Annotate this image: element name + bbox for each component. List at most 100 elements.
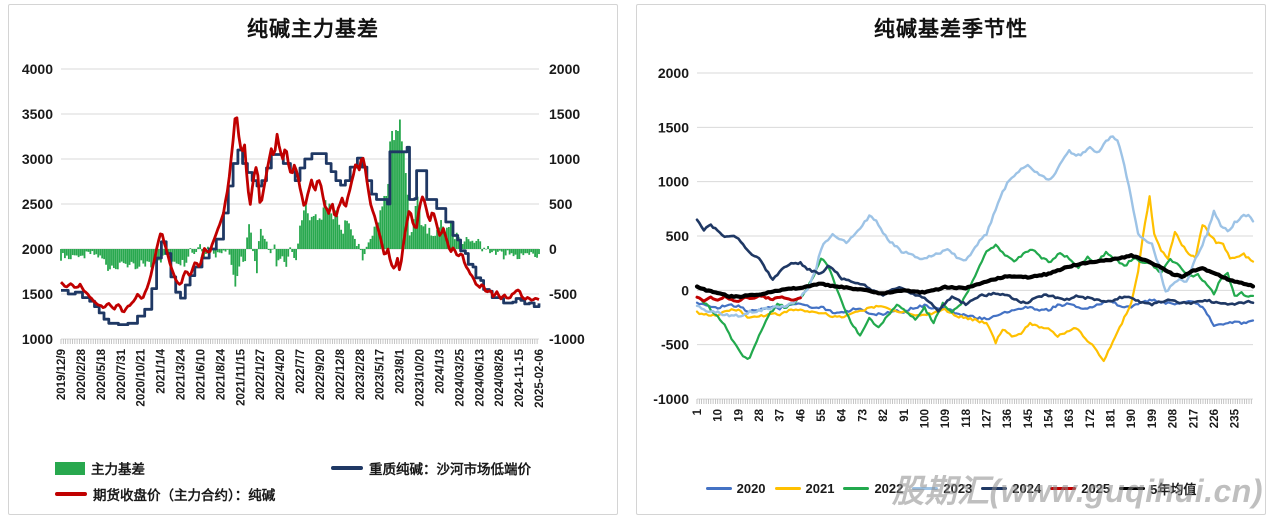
left-chart-panel: 纯碱主力基差 4000 2000 3500 1500 3000 1000 2500 500 20… [8, 4, 618, 515]
svg-text:2020/5/18: 2020/5/18 [96, 348, 108, 400]
svg-text:2023/8/1: 2023/8/1 [395, 348, 407, 393]
svg-text:82: 82 [878, 409, 890, 422]
svg-text:217: 217 [1188, 409, 1200, 428]
svg-text:1000: 1000 [22, 331, 53, 347]
svg-text:226: 226 [1209, 409, 1221, 428]
svg-text:73: 73 [857, 409, 869, 422]
svg-text:2020/2/28: 2020/2/28 [76, 348, 88, 400]
svg-text:2021/8/24: 2021/8/24 [215, 348, 227, 400]
legend-label-y2025: 2025 [1081, 481, 1111, 496]
right-chart-title: 纯碱基差季节性 [874, 18, 1028, 41]
legend-item-main-basis: 主力基差 [55, 458, 331, 478]
legend-swatch-avg5y [1119, 486, 1146, 491]
svg-text:2023/5/17: 2023/5/17 [375, 349, 387, 400]
legend-swatch-y2025 [1050, 486, 1077, 491]
svg-text:2022/4/20: 2022/4/20 [275, 349, 287, 400]
svg-text:55: 55 [816, 408, 828, 421]
svg-text:2019/12/9: 2019/12/9 [56, 349, 68, 400]
legend-item-avg5y: 5年均值 [1119, 479, 1196, 498]
left-chart-legend: 主力基差 重质纯碱：沙河市场低端价期货收盘价（主力合约）：纯碱 [9, 458, 617, 504]
legend-item-heavy-soda-shahe-low-price: 重质纯碱：沙河市场低端价 [331, 458, 617, 478]
svg-text:2022/7/7: 2022/7/7 [295, 349, 307, 394]
svg-text:118: 118 [961, 408, 973, 427]
svg-text:2022/12/8: 2022/12/8 [335, 348, 347, 400]
svg-text:3000: 3000 [22, 151, 53, 167]
legend-item-y2022: 2022 [843, 481, 903, 496]
svg-text:2000: 2000 [22, 241, 53, 257]
svg-text:91: 91 [899, 408, 911, 421]
svg-text:28: 28 [754, 408, 766, 421]
svg-text:10: 10 [713, 409, 725, 422]
svg-text:199: 199 [1147, 409, 1159, 428]
svg-text:109: 109 [940, 409, 952, 428]
svg-text:154: 154 [1044, 408, 1056, 428]
legend-item-y2023: 2023 [912, 481, 972, 496]
svg-text:19: 19 [733, 409, 745, 422]
left-chart-canvas: 4000 2000 3500 1500 3000 1000 2500 500 2000 0 1500… [22, 61, 585, 408]
svg-text:2021/1/4: 2021/1/4 [156, 348, 168, 393]
legend-label-y2021: 2021 [805, 481, 835, 496]
svg-text:2024/08/26: 2024/08/26 [494, 349, 506, 407]
svg-text:2020/7/31: 2020/7/31 [116, 348, 128, 400]
svg-text:1: 1 [692, 408, 704, 415]
legend-label-y2024: 2024 [1012, 481, 1042, 496]
svg-text:190: 190 [1126, 409, 1138, 428]
svg-text:2020/10/21: 2020/10/21 [136, 348, 148, 406]
legend-swatch-y2020 [705, 486, 732, 491]
legend-swatch-main-basis [55, 461, 85, 475]
svg-text:2024-11-15: 2024-11-15 [514, 348, 526, 407]
svg-text:2024/1/3: 2024/1/3 [434, 349, 446, 394]
svg-text:2023/2/28: 2023/2/28 [355, 348, 367, 400]
svg-text:64: 64 [837, 408, 849, 421]
legend-swatch-heavy-soda-shahe-low-price [331, 466, 363, 470]
svg-text:100: 100 [919, 409, 931, 428]
svg-text:235: 235 [1230, 408, 1242, 428]
legend-item-y2024: 2024 [981, 481, 1041, 496]
legend-item-y2021: 2021 [774, 481, 835, 496]
svg-text:0: 0 [549, 241, 557, 257]
legend-label-avg5y: 5年均值 [1150, 482, 1197, 497]
legend-label-heavy-soda-shahe-low-price: 重质纯碱：沙河市场低端价 [369, 462, 531, 477]
svg-text:181: 181 [1106, 408, 1118, 428]
svg-text:1500: 1500 [549, 106, 580, 122]
legend-label-futures-close-main-contract: 期货收盘价（主力合约）：纯碱 [93, 488, 276, 503]
svg-text:3500: 3500 [22, 106, 53, 122]
right-chart-panel: 纯碱基差季节性 2000 1500 1000 500 0 -500 -1000 1 10 19 28… [636, 4, 1266, 515]
legend-item-y2025: 2025 [1050, 481, 1110, 496]
legend-swatch-y2021 [774, 486, 801, 491]
svg-text:2022/1/27: 2022/1/27 [255, 349, 267, 400]
svg-text:2021/11/15: 2021/11/15 [235, 348, 247, 406]
svg-text:1500: 1500 [658, 119, 689, 135]
svg-text:-1000: -1000 [549, 331, 585, 347]
svg-text:2024/03/25: 2024/03/25 [454, 348, 466, 406]
svg-text:1000: 1000 [549, 151, 580, 167]
svg-text:2024/06/13: 2024/06/13 [474, 349, 486, 407]
svg-text:-1000: -1000 [653, 391, 689, 407]
svg-text:500: 500 [549, 196, 573, 212]
svg-text:0: 0 [681, 282, 689, 298]
svg-text:46: 46 [795, 409, 807, 422]
svg-text:136: 136 [1002, 409, 1014, 428]
svg-text:208: 208 [1168, 408, 1180, 428]
legend-swatch-y2022 [843, 486, 870, 491]
svg-text:-500: -500 [661, 337, 689, 353]
legend-swatch-y2024 [981, 486, 1008, 491]
legend-item-futures-close-main-contract: 期货收盘价（主力合约）：纯碱 [55, 484, 617, 504]
svg-text:2025-02-06: 2025-02-06 [534, 349, 546, 408]
legend-swatch-futures-close-main-contract [55, 492, 87, 496]
svg-text:127: 127 [981, 409, 993, 428]
svg-text:2000: 2000 [549, 61, 580, 77]
legend-label-y2023: 2023 [943, 481, 973, 496]
svg-text:1500: 1500 [22, 286, 53, 302]
svg-text:4000: 4000 [22, 61, 53, 77]
svg-text:163: 163 [1064, 409, 1076, 428]
svg-text:2021/6/10: 2021/6/10 [195, 349, 207, 400]
svg-text:500: 500 [666, 228, 690, 244]
left-chart-title: 纯碱主力基差 [247, 18, 379, 41]
svg-text:2000: 2000 [658, 65, 689, 81]
legend-label-y2020: 2020 [736, 481, 766, 496]
svg-text:172: 172 [1085, 409, 1097, 428]
svg-text:-500: -500 [549, 286, 577, 302]
